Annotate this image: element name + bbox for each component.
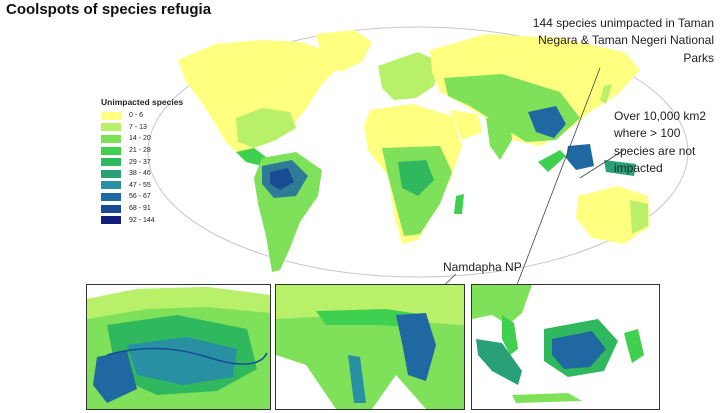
- legend-label: 21 - 28: [129, 147, 151, 155]
- legend-swatch: [101, 123, 121, 132]
- world-map: [147, 26, 689, 285]
- inset-sea-mainland: [472, 285, 532, 325]
- legend-label: 92 - 144: [129, 216, 155, 224]
- landmass-sumatra: [538, 150, 566, 172]
- landmass-india: [486, 118, 512, 160]
- legend-label: 29 - 37: [129, 158, 151, 166]
- inset-amazon: [86, 284, 271, 410]
- inset-amazon-map: [87, 285, 270, 409]
- inset-amazon-river: [106, 347, 268, 365]
- legend-item: 56 - 67: [101, 191, 211, 203]
- legend-item: 21 - 28: [101, 145, 211, 157]
- annotation-namdapha-np: Namdapha NP: [443, 260, 522, 274]
- map-title: Coolspots of species refugia: [6, 1, 212, 18]
- legend-item: 92 - 144: [101, 214, 211, 226]
- legend-label: 68 - 91: [129, 205, 151, 213]
- inset-sea-sulawesi: [624, 329, 644, 363]
- legend-swatch: [101, 192, 121, 201]
- region-africa-core: [398, 160, 434, 196]
- legend-item: 29 - 37: [101, 156, 211, 168]
- legend-swatch: [101, 111, 121, 120]
- inset-india-namdapha: [396, 313, 436, 381]
- landmass-borneo: [566, 144, 594, 170]
- landmass-arabia: [450, 110, 482, 140]
- inset-india-himalaya: [275, 284, 465, 410]
- legend-swatch: [101, 146, 121, 155]
- inset-india-himalaya-map: [276, 285, 464, 409]
- legend-item: 68 - 91: [101, 203, 211, 215]
- legend: Unimpacted species 0 - 6 7 - 13 14 - 20 …: [101, 97, 211, 226]
- region-australia-east: [630, 200, 648, 234]
- legend-swatch: [101, 134, 121, 143]
- legend-item: 47 - 55: [101, 180, 211, 192]
- inset-amazon-hotspot: [93, 351, 137, 403]
- legend-label: 38 - 46: [129, 170, 151, 178]
- legend-swatch: [101, 181, 121, 190]
- leader-line-over-10000: [579, 149, 625, 179]
- legend-item: 7 - 13: [101, 122, 211, 134]
- legend-item: 14 - 20: [101, 133, 211, 145]
- landmass-greenland: [316, 30, 372, 72]
- legend-label: 47 - 55: [129, 181, 151, 189]
- legend-label: 56 - 67: [129, 193, 151, 201]
- globe-outline: [147, 26, 689, 278]
- landmass-japan: [600, 84, 612, 104]
- leader-line-taman-negara: [516, 67, 601, 285]
- inset-sea-peninsula: [502, 315, 518, 355]
- inset-sea-borneo-core: [552, 331, 606, 369]
- inset-india-western-ghats: [348, 355, 366, 403]
- landmass-europe: [378, 52, 440, 100]
- legend-item: 38 - 46: [101, 168, 211, 180]
- legend-label: 0 - 6: [129, 112, 144, 120]
- legend-swatch: [101, 169, 121, 178]
- inset-sea-sumatra: [476, 339, 522, 385]
- legend-item: 0 - 6: [101, 110, 211, 122]
- region-southeast-asia-blue: [528, 106, 566, 138]
- inset-southeast-asia-map: [472, 285, 659, 409]
- annotation-over-10000-km2: Over 10,000 km2 where > 100 species are …: [614, 109, 707, 176]
- landmass-new-guinea: [604, 160, 636, 176]
- landmass-north-america: [178, 40, 338, 152]
- legend-label: 7 - 13: [129, 123, 147, 131]
- legend-title: Unimpacted species: [101, 97, 184, 107]
- legend-swatch: [101, 158, 121, 167]
- legend-swatch: [101, 204, 121, 213]
- inset-sea-java: [512, 393, 582, 403]
- legend-label: 14 - 20: [129, 135, 151, 143]
- legend-swatch: [101, 216, 121, 225]
- inset-southeast-asia: [471, 284, 660, 410]
- region-north-america-green: [236, 108, 296, 148]
- landmass-madagascar: [454, 194, 464, 214]
- leader-line-namdapha: [443, 273, 457, 285]
- region-amazon-core: [270, 168, 294, 190]
- annotation-taman-negara: 144 species unimpacted in Taman Negara &…: [532, 16, 714, 65]
- inset-amazon-lightband: [87, 287, 270, 319]
